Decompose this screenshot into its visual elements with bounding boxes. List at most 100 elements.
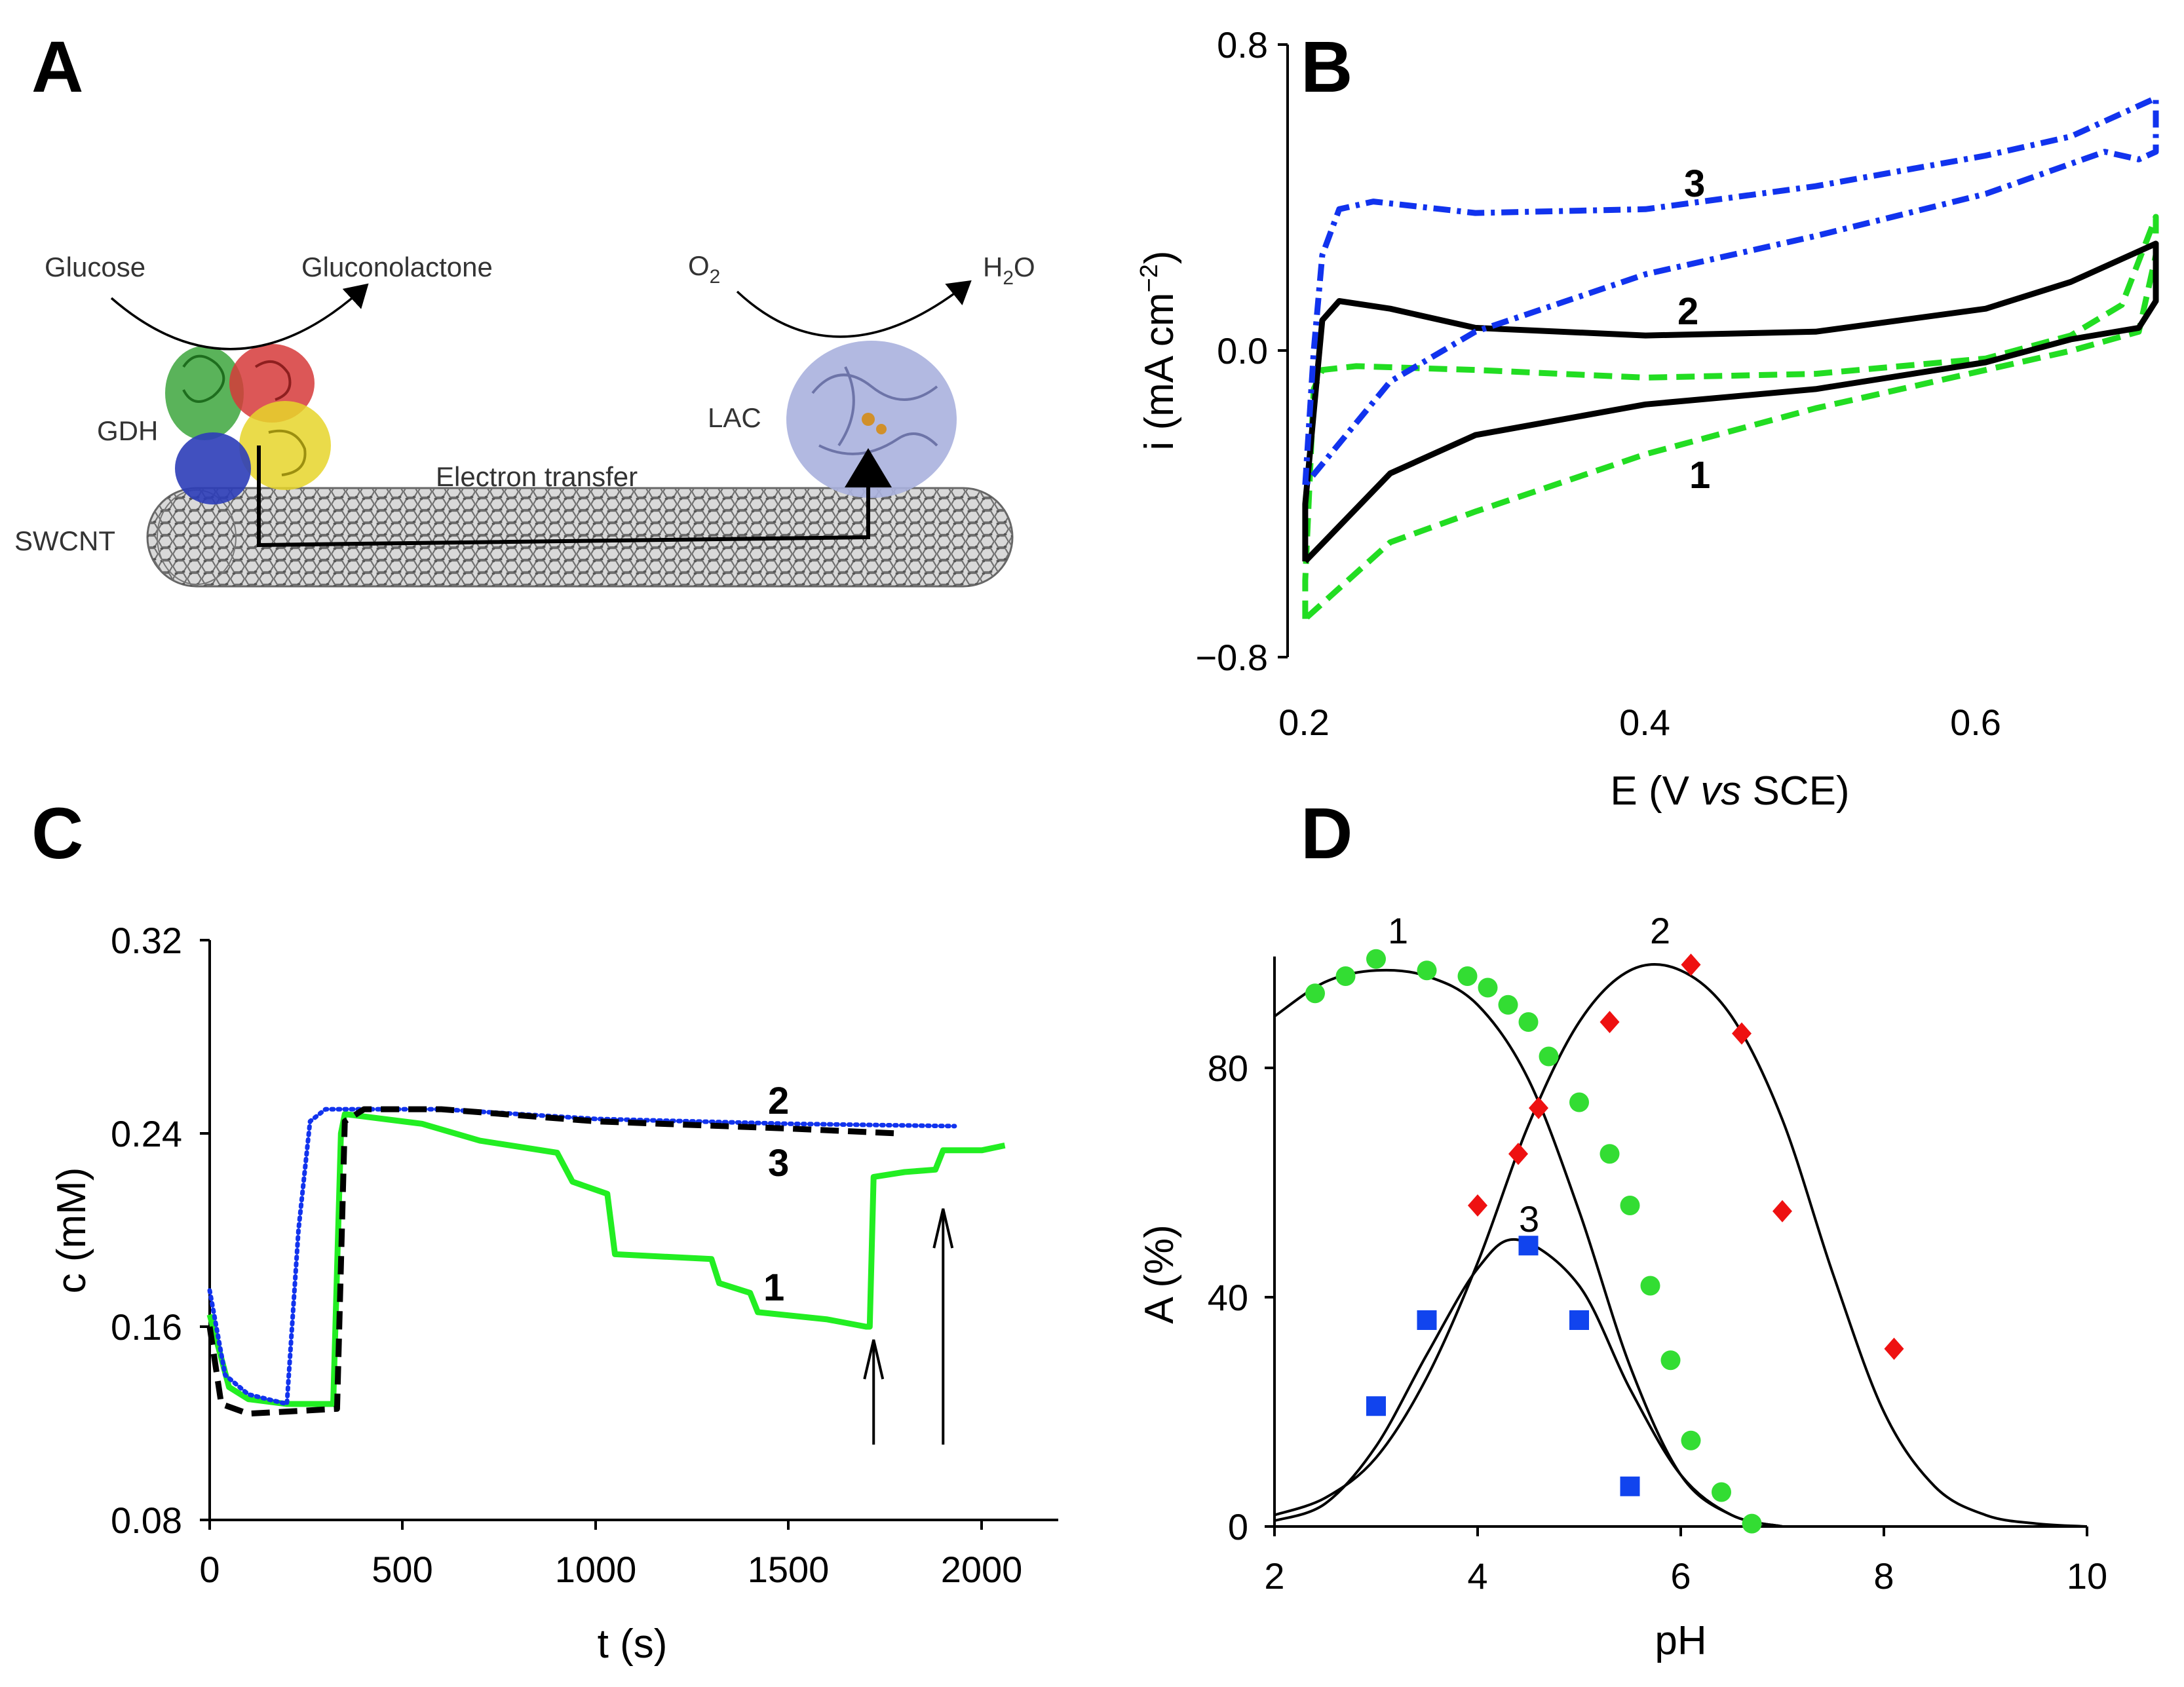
b-curve-label-1: 1 [1689,454,1710,497]
d-series-1-point-0 [1305,983,1325,1004]
d-series-1-point-4 [1457,966,1478,986]
d-series-2-point-2 [1529,1097,1548,1120]
d-series-2-point-6 [1772,1200,1792,1223]
d-series-3-point-4 [1620,1476,1640,1496]
b-ytick-minus-0.8: −0.8 [1195,637,1268,678]
d-series-1-point-6 [1498,995,1518,1015]
water-h: H [983,252,1003,282]
swcnt-tube [146,487,1014,588]
water-label: H2O [983,252,1035,289]
b-series-1-line [1302,214,2159,621]
c-xtick-1000: 1000 [555,1549,637,1590]
d-series-1-point-3 [1417,960,1437,981]
b-ylabel-part1: i (mA cm [1137,292,1182,450]
c-arrow-1-head [863,1339,885,1380]
c-curve-label-3: 3 [768,1142,789,1185]
d-series-1-point-16 [1742,1513,1762,1534]
d-x-axis-label: pH [1655,1618,1706,1663]
d-fit-curve-2 [1274,962,2088,1528]
d-series-2-point-5 [1732,1022,1752,1045]
b-xtick-0.2: 0.2 [1278,702,1330,743]
c-ytick-0.24: 0.24 [111,1113,182,1154]
b-curves [1302,95,2159,621]
b-y-axis-label: i (mA cm−2) [1136,250,1182,450]
b-ylabel-superscript: −2 [1136,264,1163,292]
d-series-1-point-14 [1681,1430,1701,1450]
c-curve-label-2: 2 [768,1080,789,1122]
swcnt-label: SWCNT [14,525,115,556]
d-series-1-point-5 [1478,977,1498,998]
c-injection-arrows [863,1208,954,1445]
panel-c-time-course: 0.32 0.24 0.16 0.08 0 500 1000 1500 2000… [49,920,1058,1667]
electron-transfer-path [257,445,892,548]
c-xtick-500: 500 [372,1549,432,1590]
gdh-label: GDH [97,415,158,446]
b-xtick-0.4: 0.4 [1619,702,1670,743]
oxygen-label: O2 [688,250,720,288]
gdh-enzyme [165,344,331,504]
d-curve-label-2: 2 [1650,910,1670,951]
c-ytick-0.16: 0.16 [111,1306,182,1348]
d-fit-curves [1273,962,2088,1528]
d-series-1-point-10 [1600,1144,1620,1164]
b-ytick-0.0: 0.0 [1217,330,1268,371]
water-o: O [1014,252,1035,282]
c-xtick-0: 0 [199,1549,220,1590]
b-ytick-0.8: 0.8 [1217,24,1268,66]
d-series-1-point-8 [1539,1046,1559,1067]
d-series-1-point-1 [1335,966,1356,986]
panel-d-ph-dependence: 0 40 80 2 4 6 8 10 pH A (%) 1 2 3 [1137,910,2107,1663]
d-xtick-4: 4 [1467,1555,1487,1597]
gluconolactone-label: Gluconolactone [301,252,493,282]
d-series-1-point-2 [1366,949,1386,969]
b-curve-label-2: 2 [1677,290,1698,333]
d-ytick-0: 0 [1228,1506,1248,1547]
d-xtick-6: 6 [1670,1555,1691,1597]
b-x-axis-label: E (V vs SCE) [1610,768,1849,814]
d-ytick-80: 80 [1208,1048,1248,1089]
panel-letter-a: A [31,27,83,107]
glucose-reaction-arrow [110,283,369,351]
c-xtick-1500: 1500 [748,1549,830,1590]
c-y-axis-label: c (mM) [49,1167,94,1294]
d-fit-curve-3 [1274,1238,1783,1528]
c-x-axis-label: t (s) [598,1621,668,1667]
oxygen-main: O [688,250,710,281]
d-series-2-point-1 [1508,1143,1528,1166]
b-xlabel-vs: vs [1700,768,1741,814]
c-arrow-2-head [932,1208,954,1249]
d-xtick-8: 8 [1873,1555,1894,1597]
b-ylabel-part3: ) [1137,250,1182,264]
d-xtick-2: 2 [1264,1555,1284,1597]
d-series-3-point-1 [1417,1310,1437,1330]
b-xlabel-part1: E (V [1610,768,1700,814]
d-series-1-point-15 [1712,1482,1731,1502]
d-series-2-point-4 [1681,953,1701,976]
schematic-panel: Glucose Gluconolactone O2 H2O GDH LAC SW… [14,250,1035,588]
electron-transfer-label: Electron transfer [436,461,638,492]
water-subscript: 2 [1003,267,1014,289]
c-series-3-line [206,1106,897,1417]
d-series-1-point-9 [1569,1092,1589,1112]
c-curve-label-1: 1 [763,1266,784,1309]
glucose-label: Glucose [45,252,145,282]
c-series-1-line [206,1111,1006,1407]
d-ytick-40: 40 [1208,1277,1248,1318]
oxygen-reaction-arrow [736,280,972,338]
d-series-2-point-7 [1884,1337,1904,1360]
lac-enzyme [786,341,957,498]
panel-letter-d: D [1301,793,1352,874]
d-series-1-point-13 [1660,1350,1681,1371]
d-series-1-point-7 [1518,1012,1539,1032]
d-series-2-point-0 [1468,1194,1487,1217]
b-series-3-line [1302,95,2159,487]
b-series-2-line [1302,240,2159,564]
d-series-3-point-3 [1569,1310,1589,1330]
d-data-points [1305,949,1904,1534]
d-series-2-point-3 [1600,1011,1620,1033]
oxygen-subscript: 2 [710,266,721,288]
d-series-3-point-2 [1518,1236,1539,1256]
d-y-axis-label: A (%) [1137,1224,1182,1324]
panel-letter-b: B [1301,27,1352,107]
